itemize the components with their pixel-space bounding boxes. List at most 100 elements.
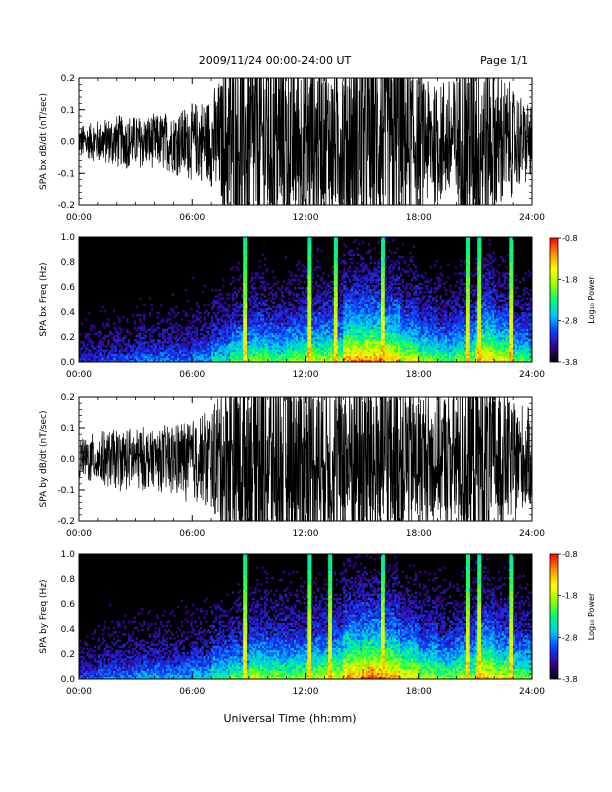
spectrogram-cell (250, 295, 253, 298)
spectrogram-cell (231, 359, 235, 363)
spectrogram-cell (305, 307, 308, 311)
spectrogram-cell (348, 337, 352, 340)
spectrogram-cell (288, 351, 291, 354)
spectrogram-cell (263, 289, 267, 292)
spectrogram-cell (360, 349, 363, 352)
spectrogram-cell (352, 297, 355, 300)
spectrogram-cell (373, 337, 376, 340)
spectrogram-cell (309, 247, 312, 250)
spectrogram-cell (333, 237, 336, 240)
spectrogram-cell (165, 328, 169, 332)
spectrogram-cell (388, 359, 391, 363)
spectrogram-cell (337, 307, 340, 311)
spectrogram-cell (313, 332, 316, 336)
spectrogram-cell (301, 318, 304, 321)
spectrogram-cell (373, 328, 376, 332)
spectrogram-cell (305, 341, 308, 344)
spectrogram-cell (243, 262, 246, 265)
spectrogram-cell (388, 345, 391, 348)
spectrogram-cell (335, 257, 338, 261)
spectrogram-cell (260, 353, 263, 357)
spectrogram-cell (254, 345, 257, 348)
spectrogram-cell (252, 359, 255, 363)
spectrogram-cell (335, 266, 338, 269)
spectrogram-cell (282, 353, 286, 357)
spectrogram-cell (241, 314, 244, 317)
spectrogram-cell (267, 341, 270, 344)
spectrogram-cell (196, 334, 199, 338)
spectrogram-cell (307, 295, 310, 298)
spectrogram-cell (303, 357, 306, 361)
spectrogram-cell (396, 318, 399, 321)
spectrogram-cell (375, 284, 378, 288)
spectrogram-cell (111, 353, 114, 357)
spectrogram-cell (256, 341, 259, 344)
spectrogram-cell (335, 330, 338, 334)
spectrogram-cell (201, 347, 204, 350)
spectrogram-cell (335, 324, 338, 327)
spectrogram-cell (228, 332, 231, 336)
spectrogram-cell (131, 349, 135, 352)
spectrogram-cell (333, 257, 336, 261)
spectrogram-cell (163, 353, 167, 357)
spectrogram-cell (239, 357, 242, 361)
spectrogram-cell (301, 337, 304, 340)
spectrogram-cell (331, 280, 335, 284)
spectrogram-cell (362, 328, 365, 332)
spectrogram-cell (265, 326, 269, 329)
spectrogram-cell (326, 347, 329, 350)
spectrogram-cell (384, 349, 387, 352)
spectrogram-cell (377, 359, 380, 363)
spectrogram-cell (265, 359, 269, 363)
spectrogram-cell (275, 341, 278, 344)
spectrogram-cell (254, 326, 257, 329)
spectrogram-cell (194, 345, 197, 348)
spectrogram-cell (373, 343, 376, 346)
spectrogram-cell (347, 345, 350, 348)
spectrogram-cell (390, 337, 393, 340)
spectrogram-cell (307, 249, 310, 252)
spectrogram-cell (222, 305, 225, 309)
spectrogram-cell (241, 328, 244, 332)
spectrogram-cell (364, 297, 367, 300)
spectrogram-cell (245, 257, 248, 261)
spectrogram-cell (235, 324, 238, 327)
spectrogram-cell (392, 303, 395, 307)
spectrogram-cell (262, 301, 265, 304)
spectrogram-cell (299, 305, 303, 309)
spectrogram-cell (256, 293, 259, 296)
spectrogram-cell (311, 355, 314, 359)
spectrogram-cell (90, 345, 93, 348)
spectrogram-cell (348, 347, 352, 350)
spectrogram-cell (233, 309, 236, 313)
spectrogram-cell (80, 341, 84, 344)
spectrogram-cell (260, 341, 263, 344)
spectrogram-cell (207, 355, 210, 359)
spectrogram-cell (196, 349, 199, 352)
spectrogram-cell (133, 353, 136, 357)
spectrogram-cell (309, 328, 312, 332)
spectrogram-cell (356, 309, 359, 313)
spectrogram-cell (326, 332, 329, 336)
spectrogram-cell (271, 324, 274, 327)
spectrogram-cell (171, 353, 174, 357)
spectrogram-cell (294, 320, 297, 323)
spectrogram-cell (254, 324, 257, 327)
spectrogram-cell (320, 320, 323, 323)
spectrogram-cell (403, 328, 406, 332)
spectrogram-cell (245, 249, 248, 252)
spectrogram-cell (301, 301, 304, 304)
spectrogram-cell (296, 274, 299, 277)
spectrogram-cell (99, 349, 102, 352)
spectrogram-cell (126, 357, 129, 361)
spectrogram-cell (80, 353, 84, 357)
spectrogram-cell (345, 345, 348, 348)
spectrogram-cell (162, 330, 165, 334)
spectrogram-cell (352, 303, 355, 307)
spectrogram-cell (250, 278, 253, 282)
spectrogram-cell (373, 330, 376, 334)
spectrogram-cell (269, 343, 272, 346)
spectrogram-cell (350, 318, 353, 321)
spectrogram-cell (413, 357, 416, 361)
spectrogram-cell (381, 314, 384, 317)
